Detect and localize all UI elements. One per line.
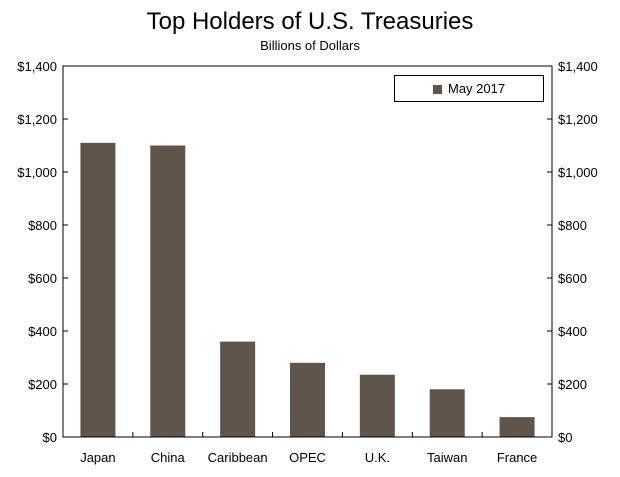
- x-tick-label: Japan: [80, 450, 115, 465]
- y-tick-label-left: $0: [43, 430, 57, 445]
- bar-france: [499, 417, 535, 437]
- x-tick-label: Caribbean: [208, 450, 268, 465]
- bar-japan: [80, 142, 116, 437]
- y-tick-label-right: $1,400: [558, 59, 598, 74]
- y-tick-label-right: $1,000: [558, 165, 598, 180]
- chart-legend: May 2017: [394, 75, 544, 102]
- y-tick-label-right: $400: [558, 324, 587, 339]
- y-tick-label-right: $200: [558, 377, 587, 392]
- y-tick-label-right: $0: [558, 430, 572, 445]
- y-tick-label-right: $600: [558, 271, 587, 286]
- plot-frame: [62, 65, 553, 438]
- y-tick-label-left: $1,000: [17, 165, 57, 180]
- y-tick-label-left: $600: [28, 271, 57, 286]
- bar-taiwan: [429, 389, 465, 437]
- legend-label: May 2017: [448, 81, 506, 96]
- y-tick-label-right: $1,200: [558, 112, 598, 127]
- y-tick-label-right: $800: [558, 218, 587, 233]
- y-tick-label-left: $1,400: [17, 59, 57, 74]
- bar-opec: [290, 362, 325, 437]
- chart-subtitle: Billions of Dollars: [260, 38, 360, 53]
- bar-caribbean: [220, 341, 256, 437]
- x-tick-label: Taiwan: [427, 450, 467, 465]
- x-tick-label: U.K.: [365, 450, 390, 465]
- chart-title: Top Holders of U.S. Treasuries: [146, 8, 474, 35]
- y-tick-label-left: $800: [28, 218, 57, 233]
- bar-china: [150, 145, 186, 437]
- y-tick-label-left: $400: [28, 324, 57, 339]
- y-tick-label-left: $200: [28, 377, 57, 392]
- y-tick-label-left: $1,200: [17, 112, 57, 127]
- legend-swatch: [433, 85, 442, 94]
- bar-uk: [359, 374, 395, 437]
- x-tick-label: France: [497, 450, 537, 465]
- x-tick-label: OPEC: [289, 450, 326, 465]
- x-tick-label: China: [151, 450, 186, 465]
